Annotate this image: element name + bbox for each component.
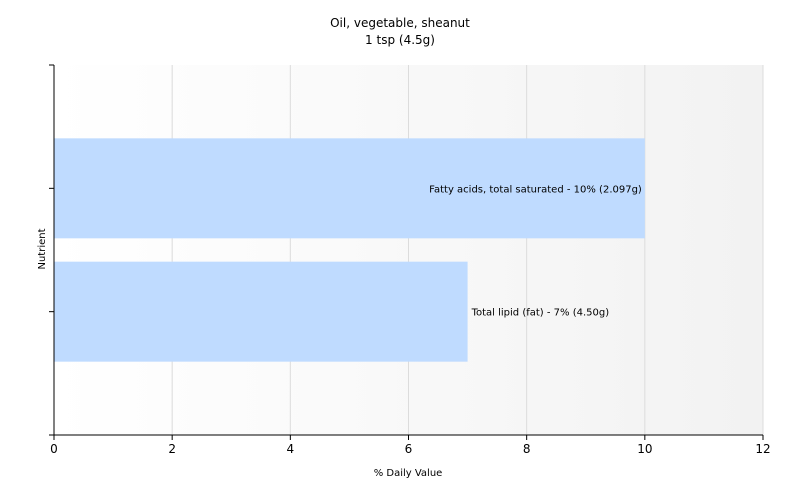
bars: Fatty acids, total saturated - 10% (2.09… [54,138,645,362]
bar [54,261,468,362]
x-tick-label: 10 [637,442,652,456]
chart-subtitle: 1 tsp (4.5g) [365,33,435,47]
x-tick-label: 8 [523,442,531,456]
chart-title: Oil, vegetable, sheanut [330,16,470,30]
x-axis-title: % Daily Value [374,468,443,479]
y-axis-title: Nutrient [37,228,48,269]
bar [54,138,645,239]
x-tick-label: 6 [405,442,413,456]
axes: 0 2 4 6 8 10 12 [49,64,771,456]
bar-data-label: Fatty acids, total saturated - 10% (2.09… [429,184,642,195]
gridlines [171,65,764,435]
x-tick-label: 2 [168,442,176,456]
x-tick-label: 4 [287,442,295,456]
x-tick-label: 12 [755,442,770,456]
bar-data-label: Total lipid (fat) - 7% (4.50g) [471,308,610,319]
x-tick-label: 0 [50,442,58,456]
